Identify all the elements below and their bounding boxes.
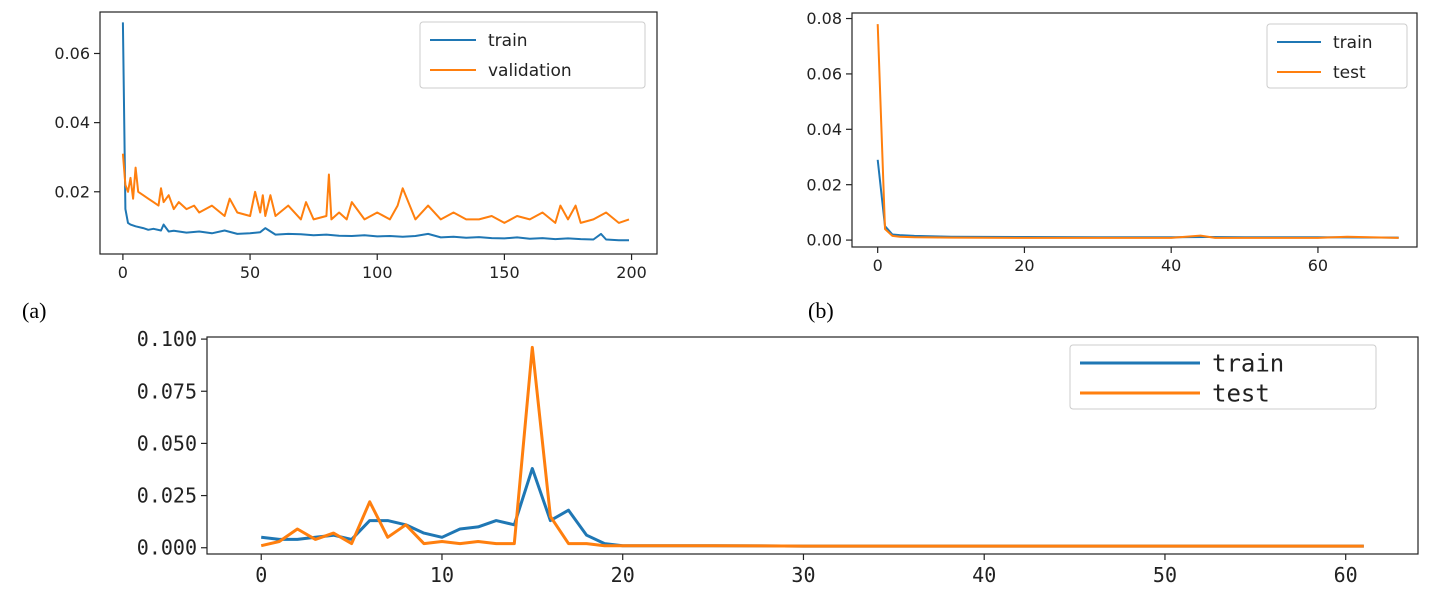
- panel-c: 0 10 20 30 40 50 60 0.000 0.025 0.050 0.075 0.100 tr…: [137, 327, 1419, 587]
- panel-b-x-tick-label: 40: [1161, 256, 1181, 275]
- panel-c-series-line-train: [261, 467, 1364, 548]
- panel-a-x-tick-label: 50: [240, 263, 260, 282]
- panel-b-y-tick-label: 0.02: [806, 175, 842, 194]
- panel-c-x-tick-label: 60: [1334, 563, 1358, 587]
- panel-c-x-tick-label: 30: [791, 563, 815, 587]
- panel-b-series-line-test: [876, 24, 1399, 239]
- panel-a-caption: (a): [22, 298, 46, 323]
- panel-b-y-tick-label: 0.06: [806, 65, 842, 84]
- panel-a-x-tick-label: 100: [362, 263, 393, 282]
- panel-a-legend-box: [419, 21, 646, 89]
- panel-a-x-tick-label: 200: [616, 263, 647, 282]
- panel-b-y-tick-label: 0.08: [806, 9, 842, 28]
- panel-c-y-tick-label: 0.025: [137, 484, 197, 508]
- panel-c-series-line-test: [260, 345, 1364, 548]
- panel-c-y-tick-label: 0.100: [137, 327, 197, 351]
- panel-c-x-tick-label: 20: [611, 563, 635, 587]
- panel-b-series-line-train: [876, 159, 1399, 239]
- panel-b-x-tick-label: 20: [1014, 256, 1034, 275]
- panel-c-x-tick-label: 10: [430, 563, 454, 587]
- panel-a-axes-frame: [99, 11, 658, 255]
- panel-a-series-line-validation: [121, 153, 630, 224]
- panel-a-y-tick-label: 0.04: [54, 113, 90, 132]
- panel-b: 0 20 40 60 0.00 0.02 0.04 0.06 0.08 train test (b): [806, 9, 1418, 323]
- panel-c-x-tick-label: 50: [1153, 563, 1177, 587]
- panel-b-legend-label-test: test: [1333, 63, 1366, 83]
- panel-c-legend-label-test: test: [1212, 379, 1270, 407]
- panel-a-y-tick-label: 0.06: [54, 44, 90, 63]
- panel-a-x-tick-label: 150: [489, 263, 520, 282]
- panel-a-legend-label-validation: validation: [488, 61, 572, 81]
- panel-a-legend: train validation: [419, 21, 646, 89]
- panel-c-axes-frame: [206, 336, 1419, 555]
- panel-c-y-tick-label: 0.050: [137, 431, 197, 455]
- panel-a-y-tick-label: 0.02: [54, 182, 90, 201]
- panel-b-x-tick-label: 60: [1308, 256, 1328, 275]
- panel-a-legend-label-train: train: [488, 31, 528, 51]
- panel-b-y-tick-label: 0.00: [806, 231, 842, 250]
- panel-b-y-tick-label: 0.04: [806, 120, 842, 139]
- panel-c-legend-label-train: train: [1212, 349, 1284, 377]
- panel-b-axes-frame: [851, 12, 1418, 248]
- panel-a-series-line-train: [121, 22, 629, 242]
- panel-b-x-tick-label: 0: [873, 256, 883, 275]
- panel-c-x-tick-label: 0: [255, 563, 267, 587]
- panel-b-legend: train test: [1266, 23, 1408, 89]
- panel-a: 0 50 100 150 200 0.02 0.04 0.06 train validation (…: [22, 11, 658, 323]
- panel-c-x-tick-label: 40: [972, 563, 996, 587]
- panel-c-y-tick-label: 0.075: [137, 379, 197, 403]
- panel-c-y-tick-label: 0.000: [137, 536, 197, 560]
- panel-a-x-tick-label: 0: [118, 263, 128, 282]
- panel-b-legend-label-train: train: [1333, 33, 1373, 53]
- panel-b-caption: (b): [808, 298, 834, 323]
